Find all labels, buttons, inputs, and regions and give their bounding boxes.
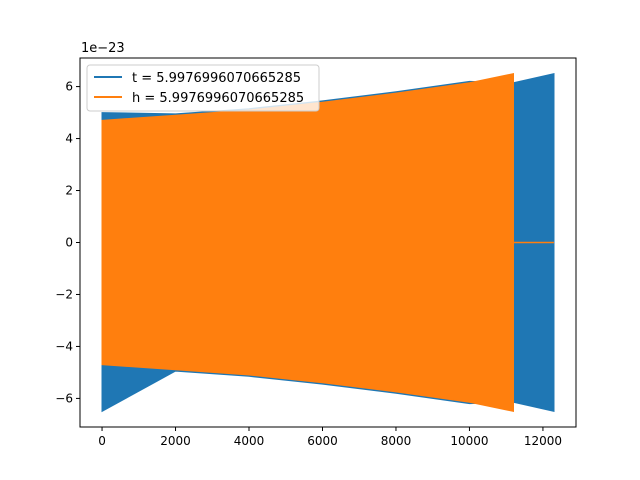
x-tick-label: 0	[98, 434, 106, 448]
plot-area	[101, 72, 555, 413]
legend-box	[86, 64, 320, 112]
x-tick-label: 10000	[450, 434, 488, 448]
y-tick-label: −2	[55, 287, 73, 301]
y-axis: −6 −4 −2 0 2 4 6	[55, 80, 80, 405]
y-tick-label: 6	[65, 80, 73, 94]
series-1-oscillation	[101, 72, 514, 413]
x-tick-label: 8000	[381, 434, 412, 448]
x-tick-label: 2000	[160, 434, 191, 448]
y-tick-label: −6	[55, 391, 73, 405]
y-offset-label: 1e−23	[81, 41, 125, 56]
x-axis: 0 2000 4000 6000 8000 10000 12000	[98, 427, 562, 448]
y-tick-label: −4	[55, 339, 73, 353]
x-tick-label: 4000	[234, 434, 265, 448]
x-tick-label: 12000	[524, 434, 562, 448]
legend: t = 5.9976996070665285 h = 5.99769960706…	[86, 64, 320, 112]
legend-label-series-0: t = 5.9976996070665285	[132, 71, 301, 86]
legend-label-series-1: h = 5.9976996070665285	[132, 91, 304, 106]
y-tick-label: 4	[65, 132, 73, 146]
x-tick-label: 6000	[307, 434, 338, 448]
y-tick-label: 2	[65, 184, 73, 198]
y-tick-label: 0	[65, 236, 73, 250]
